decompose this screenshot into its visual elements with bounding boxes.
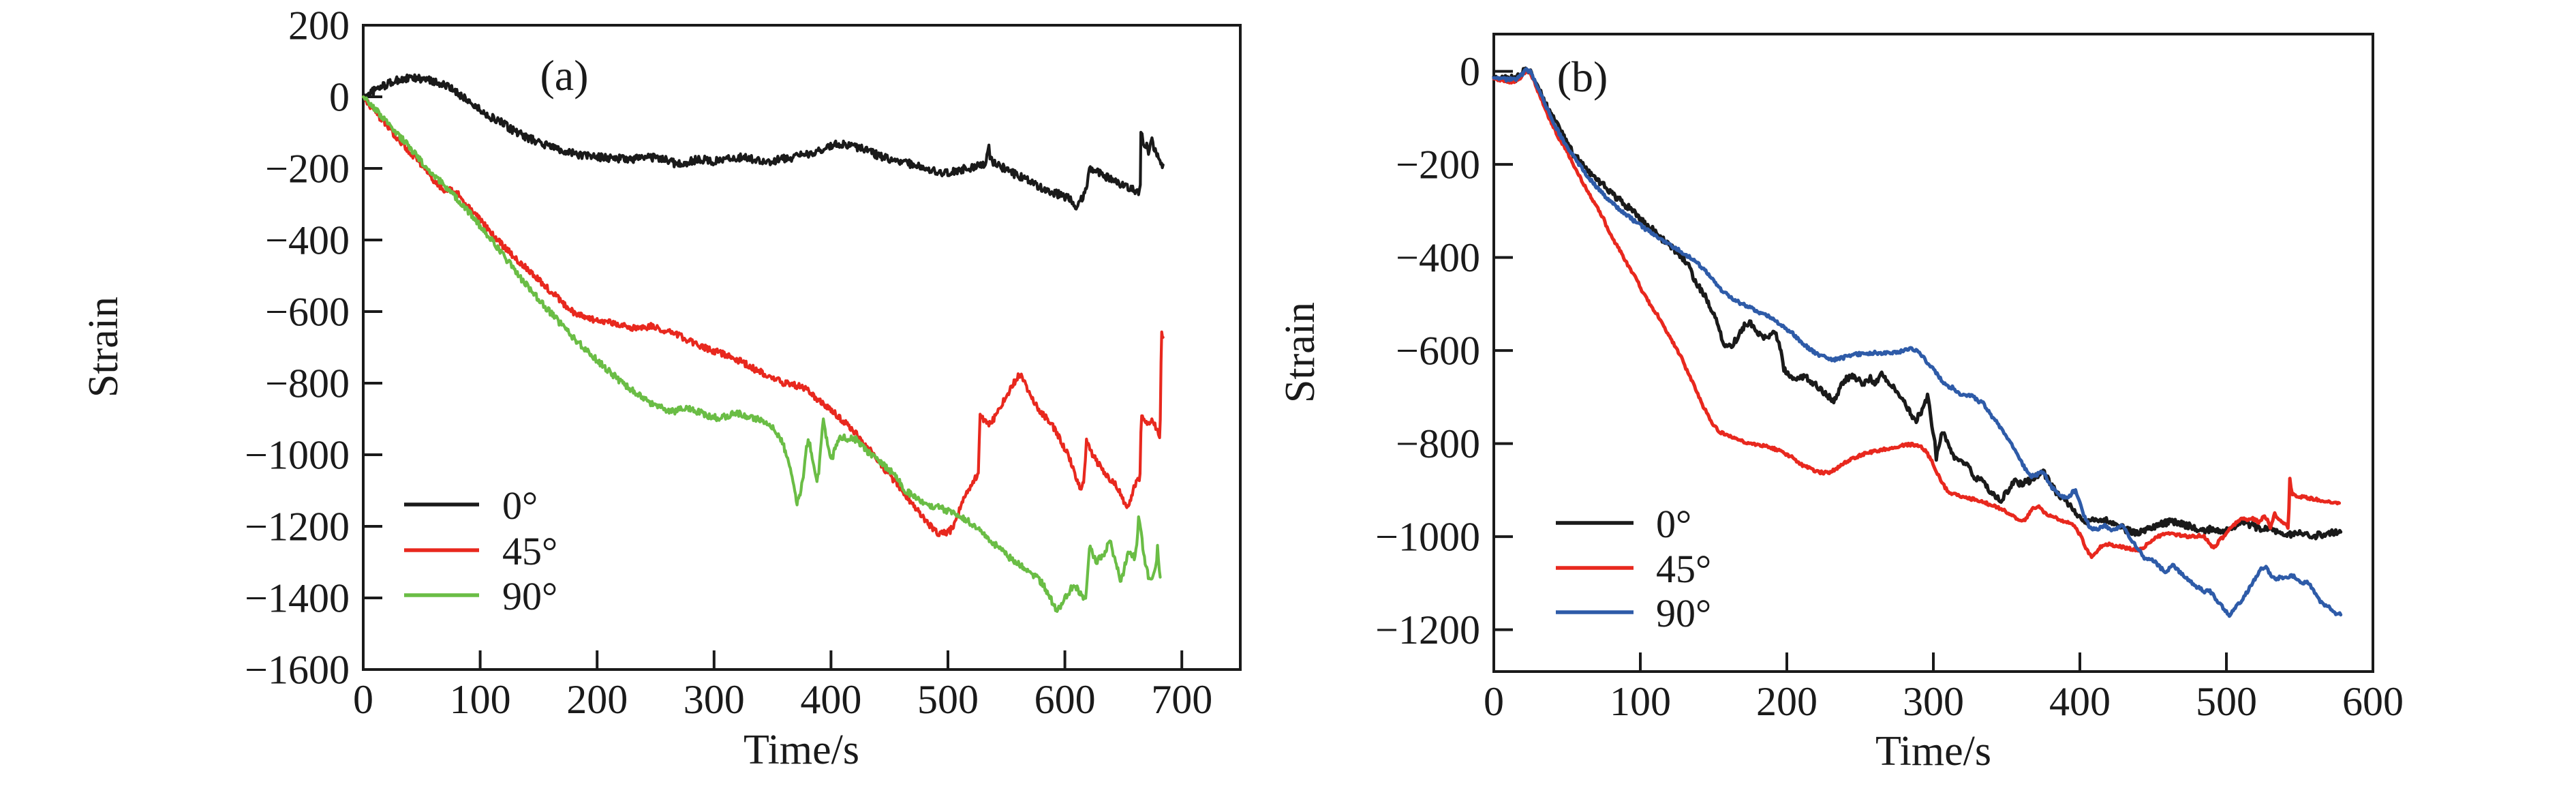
y-tick-label: −600 bbox=[1396, 328, 1480, 373]
y-axis-ticks: 200 0 −200 −400 −600 −800 −1000 −1200 −1400 −1600 bbox=[245, 3, 382, 692]
x-tick-label: 300 bbox=[1903, 679, 1964, 724]
x-tick-label: 500 bbox=[917, 677, 979, 722]
legend-label: 90° bbox=[502, 574, 557, 618]
x-tick-label: 700 bbox=[1151, 677, 1212, 722]
x-tick-label: 0 bbox=[1484, 679, 1504, 724]
y-tick-label: −200 bbox=[265, 146, 350, 191]
series-line-45deg bbox=[1492, 69, 2342, 559]
legend-label: 0° bbox=[1656, 502, 1691, 546]
y-tick-label: −1600 bbox=[245, 647, 350, 692]
panel-b: 0 100 200 300 400 500 600 0 −200 −400 −600 −800 −100… bbox=[1277, 33, 2404, 775]
x-tick-label: 600 bbox=[2342, 679, 2404, 724]
x-tick-label: 100 bbox=[1610, 679, 1671, 724]
legend-label: 90° bbox=[1656, 591, 1711, 635]
panel-tag: (a) bbox=[540, 51, 588, 100]
legend: 0°45°90° bbox=[404, 483, 557, 618]
y-tick-label: −1000 bbox=[1375, 514, 1480, 559]
y-axis-ticks: 0 −200 −400 −600 −800 −1000 −1200 bbox=[1375, 49, 1513, 652]
series-line-90deg bbox=[1492, 67, 2343, 618]
panel-tag: (b) bbox=[1557, 52, 1608, 101]
plot-frame bbox=[1492, 33, 2374, 673]
y-tick-label: 0 bbox=[1460, 49, 1480, 94]
y-axis-title: Strain bbox=[1277, 302, 1323, 403]
x-tick-label: 600 bbox=[1034, 677, 1096, 722]
panel-a: 0 100 200 300 400 500 600 700 200 0 −200 −400 −600 −8… bbox=[80, 3, 1242, 773]
y-tick-label: −1000 bbox=[245, 432, 350, 477]
y-tick-label: 200 bbox=[288, 3, 350, 48]
x-tick-label: 400 bbox=[2049, 679, 2111, 724]
legend-label: 45° bbox=[1656, 547, 1711, 591]
x-axis-ticks: 0 100 200 300 400 500 600 700 bbox=[353, 650, 1212, 722]
x-tick-label: 300 bbox=[684, 677, 745, 722]
x-tick-label: 200 bbox=[1756, 679, 1818, 724]
y-tick-label: −400 bbox=[1396, 235, 1480, 280]
x-tick-label: 0 bbox=[353, 677, 373, 722]
x-axis-title: Time/s bbox=[743, 727, 859, 773]
y-tick-label: −600 bbox=[265, 289, 350, 334]
y-tick-label: −1200 bbox=[1375, 607, 1480, 652]
series-line-0deg bbox=[1492, 66, 2343, 541]
y-tick-label: −1200 bbox=[245, 504, 350, 549]
legend: 0°45°90° bbox=[1556, 502, 1711, 635]
x-tick-label: 500 bbox=[2196, 679, 2257, 724]
x-tick-label: 200 bbox=[566, 677, 628, 722]
legend-label: 0° bbox=[502, 483, 538, 528]
series-line-45deg bbox=[361, 95, 1165, 537]
y-tick-label: −200 bbox=[1396, 142, 1480, 187]
legend-label: 45° bbox=[502, 529, 557, 573]
y-tick-label: 0 bbox=[329, 74, 350, 119]
x-tick-label: 100 bbox=[450, 677, 511, 722]
y-tick-label: −400 bbox=[265, 217, 350, 262]
y-tick-label: −800 bbox=[1396, 421, 1480, 466]
y-axis-title: Strain bbox=[80, 297, 127, 397]
x-axis-title: Time/s bbox=[1875, 728, 1991, 775]
plot-frame bbox=[362, 24, 1242, 671]
series-line-0deg bbox=[361, 73, 1165, 211]
x-tick-label: 400 bbox=[800, 677, 861, 722]
y-tick-label: −1400 bbox=[245, 575, 350, 620]
series-line-90deg bbox=[361, 95, 1162, 613]
x-axis-ticks: 0 100 200 300 400 500 600 bbox=[1484, 652, 2404, 724]
y-tick-label: −800 bbox=[265, 361, 350, 406]
